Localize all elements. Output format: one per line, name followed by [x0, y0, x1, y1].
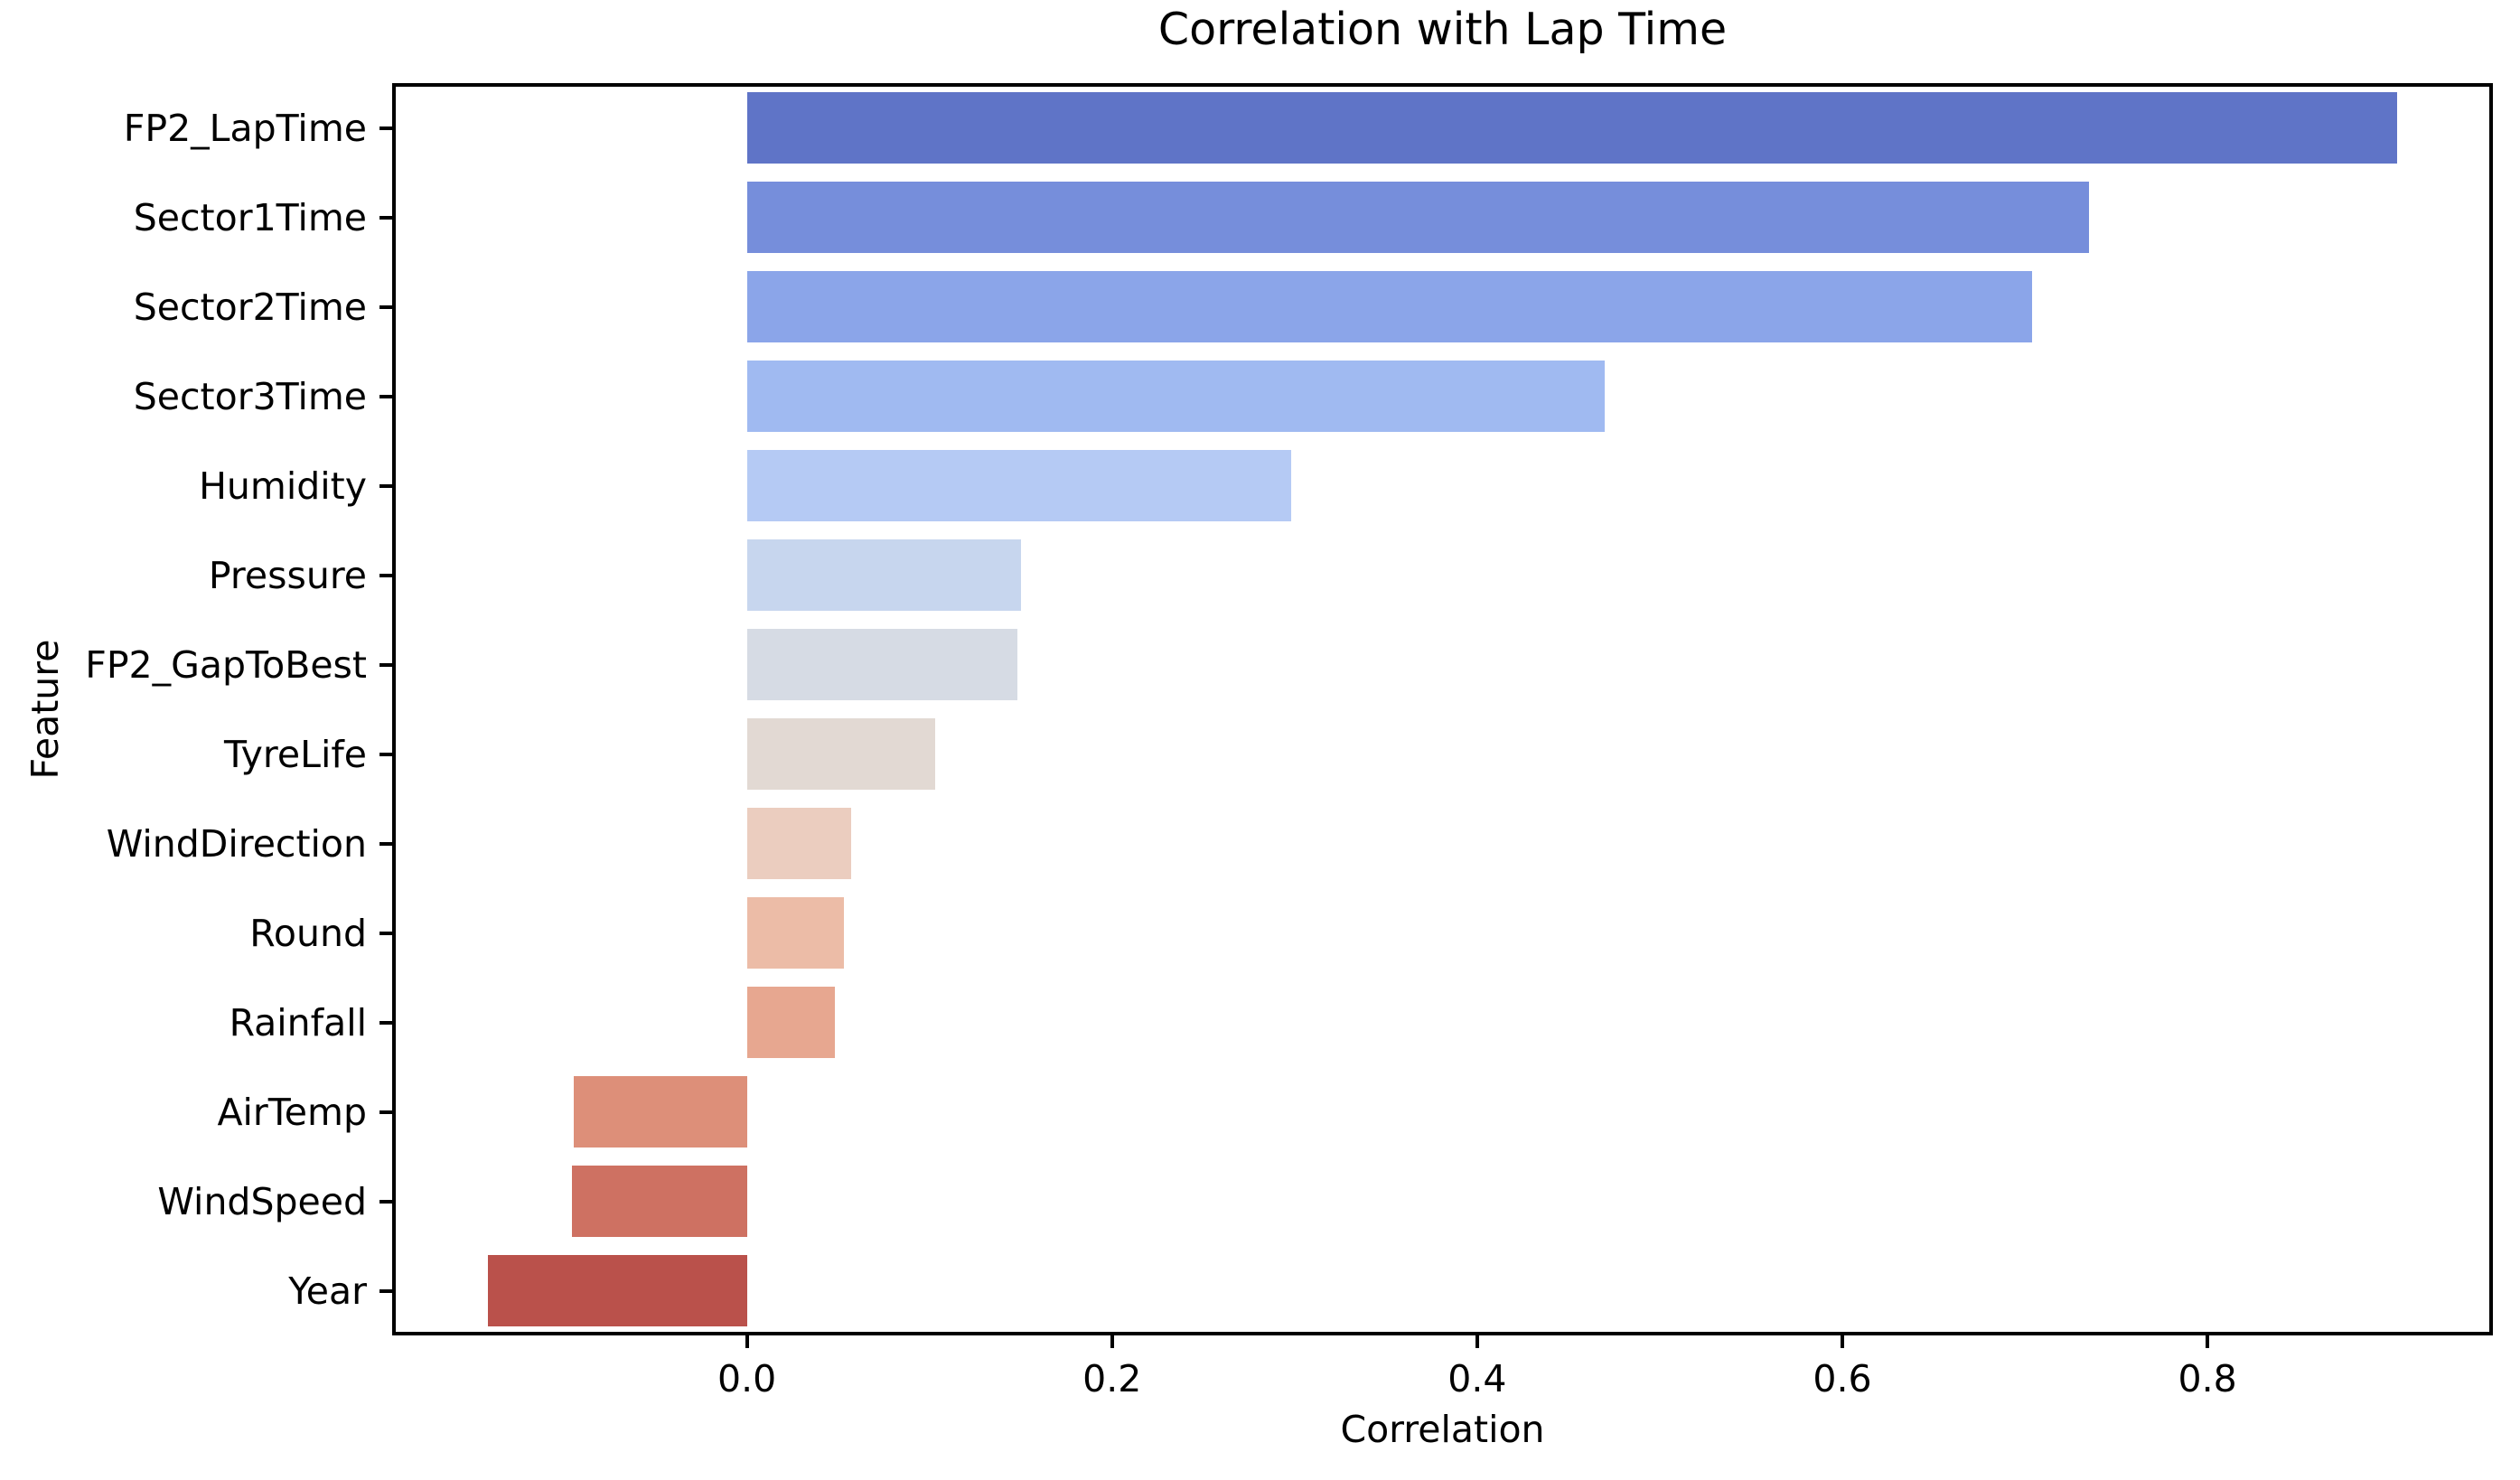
y-tick-mark: [379, 304, 392, 309]
bar-TyreLife: [746, 717, 935, 791]
y-tick-mark: [379, 752, 392, 756]
y-tick-label-WindSpeed: WindSpeed: [157, 1179, 367, 1223]
y-tick-label-FP2_GapToBest: FP2_GapToBest: [85, 642, 367, 687]
y-tick-mark: [379, 931, 392, 935]
y-tick-mark: [379, 1020, 392, 1025]
bar-Humidity: [746, 449, 1291, 522]
x-tick-label-0.8: 0.8: [2178, 1357, 2237, 1400]
y-tick-label-Round: Round: [249, 911, 367, 955]
x-tick-mark: [2206, 1335, 2210, 1348]
x-tick-mark: [1841, 1335, 1845, 1348]
x-axis-label: Correlation: [1340, 1408, 1545, 1451]
x-tick-label-0.0: 0.0: [717, 1357, 777, 1400]
x-tick-mark: [1110, 1335, 1114, 1348]
bar-Pressure: [746, 539, 1021, 612]
y-tick-label-TyreLife: TyreLife: [224, 732, 367, 776]
bar-AirTemp: [573, 1075, 747, 1148]
y-tick-mark: [379, 662, 392, 667]
y-tick-label-Humidity: Humidity: [199, 464, 367, 508]
bar-Rainfall: [746, 986, 835, 1059]
y-tick-mark: [379, 215, 392, 220]
x-tick-label-0.2: 0.2: [1082, 1357, 1142, 1400]
x-tick-label-0.4: 0.4: [1447, 1357, 1507, 1400]
y-tick-label-Sector3Time: Sector3Time: [133, 374, 367, 418]
bar-Round: [746, 896, 844, 969]
plot-area: [392, 83, 2493, 1335]
chart-title: Correlation with Lap Time: [1157, 4, 1728, 55]
y-tick-mark: [379, 394, 392, 398]
y-tick-label-AirTemp: AirTemp: [217, 1090, 367, 1134]
bar-WindSpeed: [571, 1165, 747, 1238]
y-tick-mark: [379, 1288, 392, 1293]
y-tick-label-Sector1Time: Sector1Time: [133, 195, 367, 239]
y-tick-label-Sector2Time: Sector2Time: [133, 285, 367, 329]
y-tick-label-WindDirection: WindDirection: [106, 821, 367, 866]
bar-FP2_LapTime: [746, 91, 2398, 164]
x-tick-label-0.6: 0.6: [1813, 1357, 1872, 1400]
y-tick-mark: [379, 483, 392, 488]
y-tick-label-Pressure: Pressure: [208, 553, 367, 597]
y-tick-mark: [379, 573, 392, 577]
bar-Year: [487, 1254, 747, 1327]
y-tick-mark: [379, 1199, 392, 1204]
x-tick-mark: [745, 1335, 749, 1348]
bar-FP2_GapToBest: [746, 628, 1017, 701]
y-tick-mark: [379, 1110, 392, 1114]
bar-Sector2Time: [746, 270, 2033, 343]
bar-Sector1Time: [746, 181, 2089, 254]
x-tick-mark: [1475, 1335, 1479, 1348]
y-tick-label-Rainfall: Rainfall: [229, 1000, 367, 1044]
y-tick-mark: [379, 126, 392, 130]
y-tick-mark: [379, 841, 392, 846]
bar-WindDirection: [746, 807, 851, 880]
y-tick-label-FP2_LapTime: FP2_LapTime: [123, 106, 367, 150]
y-tick-label-Year: Year: [288, 1269, 367, 1313]
bar-Sector3Time: [746, 360, 1606, 433]
bars-layer: [392, 83, 2493, 1335]
